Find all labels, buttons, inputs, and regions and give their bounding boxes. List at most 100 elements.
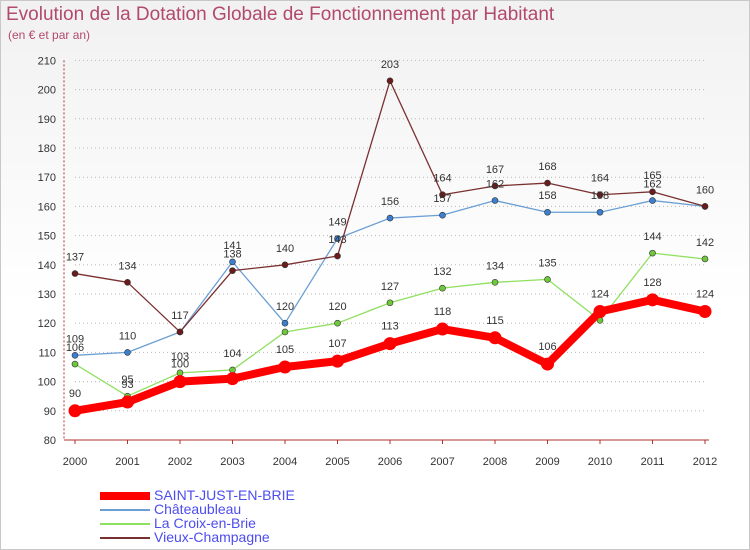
data-point: [439, 191, 446, 199]
data-point: [278, 360, 292, 374]
data-label: 93: [121, 379, 133, 391]
data-label: 106: [538, 341, 556, 353]
x-tick-label: 2003: [220, 456, 244, 468]
x-tick-label: 2000: [63, 456, 87, 468]
data-label: 137: [66, 252, 84, 264]
y-tick-label: 100: [38, 377, 56, 389]
data-label: 120: [276, 301, 294, 313]
data-label: 167: [486, 164, 504, 176]
data-point: [176, 369, 184, 377]
data-label: 90: [69, 388, 81, 400]
data-label: 164: [433, 173, 451, 185]
legend-swatch: [100, 537, 150, 539]
data-point: [386, 214, 394, 222]
data-label: 203: [381, 59, 399, 71]
data-point: [334, 319, 341, 327]
data-point: [491, 182, 499, 190]
data-label: 118: [434, 306, 452, 318]
data-label: 100: [171, 359, 189, 371]
data-label: 120: [328, 301, 346, 313]
data-point: [701, 255, 709, 263]
data-label: 109: [66, 333, 84, 345]
y-tick-label: 130: [38, 289, 56, 301]
data-point: [544, 208, 551, 216]
data-point: [229, 267, 236, 274]
data-point: [544, 276, 551, 283]
data-point: [331, 354, 344, 368]
x-tick-label: 2009: [535, 456, 559, 468]
data-point: [176, 328, 184, 336]
data-point: [229, 258, 236, 266]
data-point: [281, 261, 289, 269]
data-point: [439, 211, 446, 219]
data-point: [439, 284, 446, 292]
data-label: 132: [433, 266, 451, 278]
x-tick-label: 2011: [641, 456, 665, 468]
data-label: 115: [486, 315, 504, 327]
data-point: [541, 357, 554, 371]
data-label: 128: [643, 277, 661, 289]
data-point: [68, 404, 82, 418]
data-label: 134: [486, 260, 504, 272]
data-point: [229, 366, 236, 374]
y-tick-label: 120: [38, 318, 56, 330]
data-point: [649, 197, 656, 204]
data-point: [121, 395, 134, 409]
y-tick-label: 180: [38, 143, 56, 155]
data-label: 165: [643, 170, 661, 182]
data-label: 141: [223, 240, 241, 252]
data-point: [649, 188, 656, 196]
data-label: 138: [223, 249, 241, 261]
data-label: 164: [591, 173, 609, 185]
data-point: [124, 349, 131, 356]
data-label: 160: [696, 184, 714, 196]
data-point: [173, 375, 187, 389]
data-label: 149: [328, 217, 346, 229]
data-label: 140: [276, 243, 294, 255]
data-label: 110: [119, 330, 137, 342]
data-label: 127: [381, 281, 399, 293]
x-tick-label: 2010: [588, 456, 612, 468]
data-label: 142: [696, 237, 714, 249]
x-tick-label: 2012: [693, 456, 717, 468]
x-tick-label: 2005: [325, 456, 349, 468]
data-point: [334, 235, 341, 242]
data-point: [71, 360, 79, 368]
data-point: [436, 322, 449, 336]
data-point: [71, 270, 79, 277]
data-label: 143: [328, 234, 346, 246]
y-tick-label: 140: [38, 260, 56, 272]
x-tick-label: 2002: [168, 456, 192, 468]
x-tick-label: 2001: [115, 456, 139, 468]
legend-label: Vieux-Champagne: [154, 529, 270, 545]
legend-label: La Croix-en-Brie: [154, 515, 256, 531]
data-point: [491, 279, 499, 286]
y-tick-label: 150: [38, 231, 56, 243]
data-point: [281, 328, 289, 336]
data-label: 144: [643, 231, 661, 243]
data-point: [491, 197, 499, 204]
data-label: 134: [118, 260, 136, 272]
data-label: 168: [538, 161, 556, 173]
chart-title: Evolution de la Dotation Globale de Fonc…: [6, 4, 555, 25]
data-point: [281, 319, 289, 327]
y-tick-label: 210: [38, 55, 56, 67]
y-tick-label: 170: [38, 172, 56, 184]
data-label: 105: [276, 344, 294, 356]
x-tick-label: 2006: [378, 456, 402, 468]
data-point: [596, 191, 604, 199]
data-label: 107: [328, 338, 346, 350]
data-point: [71, 352, 79, 359]
data-point: [593, 305, 607, 319]
data-label: 157: [433, 193, 451, 205]
series-line-0: [71, 295, 709, 415]
y-tick-label: 90: [44, 406, 56, 418]
data-label: 162: [643, 179, 661, 191]
legend-label: Châteaubleau: [154, 501, 242, 517]
data-point: [124, 279, 131, 286]
legend-label: SAINT-JUST-EN-BRIE: [154, 487, 295, 503]
data-label: 124: [696, 289, 714, 301]
data-label: 95: [121, 374, 133, 386]
